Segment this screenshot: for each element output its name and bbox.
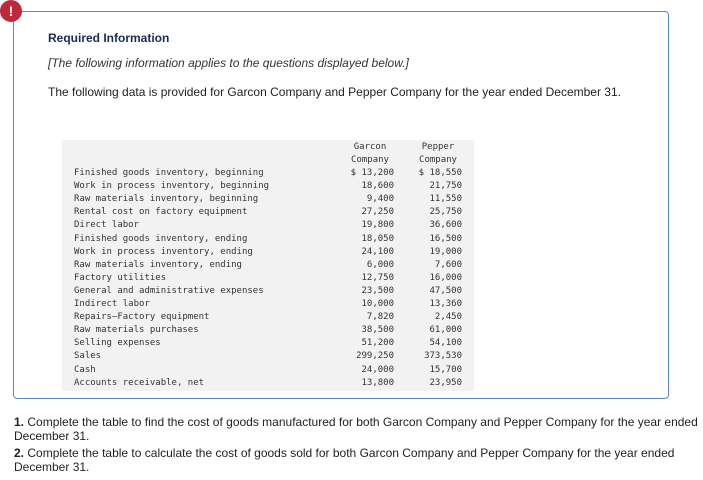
cell-value: 12,750: [361, 272, 394, 283]
question: 2. Complete the table to calculate the c…: [14, 446, 699, 474]
question-number: 2.: [14, 446, 25, 460]
column-header: Garcon Company: [351, 142, 389, 165]
row-label: Indirect labor: [74, 299, 150, 309]
row-label: Direct labor: [74, 220, 140, 231]
cell-value: 19,000: [429, 246, 462, 257]
cell-value: 2,450: [434, 312, 462, 323]
row-label: Work in process inventory, beginning: [74, 181, 270, 192]
row-label: Raw materials purchases: [74, 325, 199, 336]
cell-value: 25,750: [429, 207, 462, 218]
cell-value: 13,800: [361, 377, 394, 388]
cell-value: 19,800: [361, 220, 394, 231]
row-label: General and administrative expenses: [74, 285, 264, 296]
cell-value: 13,360: [429, 299, 462, 309]
row-label: Selling expenses: [74, 338, 161, 349]
row-label: Factory utilities: [74, 272, 167, 283]
cell-value: 7,820: [366, 312, 394, 323]
cell-value: 18,600: [361, 181, 394, 192]
cell-value: 7,600: [434, 259, 462, 270]
row-label: Sales: [74, 351, 102, 362]
cell-value: $ 18,550: [418, 168, 462, 178]
cell-value: 299,250: [356, 351, 394, 362]
row-label: Raw materials inventory, ending: [74, 259, 242, 270]
note: [The following information applies to th…: [48, 56, 409, 70]
cell-value: 373,530: [424, 351, 462, 362]
row-label: Raw materials inventory, beginning: [74, 194, 259, 205]
alert-icon: !: [0, 0, 22, 22]
cell-value: 61,000: [429, 325, 462, 336]
cell-value: 24,100: [361, 246, 394, 257]
intro: The following data is provided for Garco…: [48, 85, 621, 99]
row-label: Cash: [74, 364, 96, 375]
questions: 1. Complete the table to find the cost o…: [14, 415, 699, 477]
info-box: Garcon Company Pepper Company Finished goo…: [13, 11, 669, 399]
cell-value: 24,000: [361, 364, 394, 375]
question: 1. Complete the table to find the cost o…: [14, 415, 699, 443]
cell-value: 9,400: [366, 194, 394, 205]
cell-value: 6,000: [366, 259, 394, 270]
cell-value: 21,750: [429, 181, 462, 192]
cell-value: 23,500: [361, 285, 394, 296]
column-header: Pepper Company: [419, 142, 457, 165]
row-label: Rental cost on factory equipment: [74, 207, 248, 218]
row-label: Work in process inventory, ending: [74, 246, 253, 257]
cell-value: 18,050: [361, 233, 394, 244]
cell-value: 16,500: [429, 233, 462, 244]
heading: Required Information: [48, 31, 170, 45]
question-number: 1.: [14, 415, 25, 429]
row-label: Finished goods inventory, ending: [74, 233, 248, 244]
question-text: Complete the table to find the cost of g…: [14, 415, 698, 443]
cell-value: 10,000: [361, 299, 394, 309]
row-label: Accounts receivable, net: [74, 377, 205, 388]
cell-value: 23,950: [429, 377, 462, 388]
data-table: Garcon Company Pepper Company Finished goo…: [62, 140, 474, 391]
cell-value: 47,500: [429, 285, 462, 296]
cell-value: 54,100: [429, 338, 462, 349]
cell-value: $ 13,200: [350, 168, 394, 178]
question-text: Complete the table to calculate the cost…: [14, 446, 675, 474]
cell-value: 38,500: [361, 325, 394, 336]
row-label: Repairs—Factory equipment: [74, 312, 210, 323]
cell-value: 16,000: [429, 272, 462, 283]
cell-value: 36,600: [429, 220, 462, 231]
cell-value: 11,550: [429, 194, 462, 205]
cell-value: 27,250: [361, 207, 394, 218]
cell-value: 15,700: [429, 364, 462, 375]
cell-value: 51,200: [361, 338, 394, 349]
row-label: Finished goods inventory, beginning: [74, 168, 264, 178]
